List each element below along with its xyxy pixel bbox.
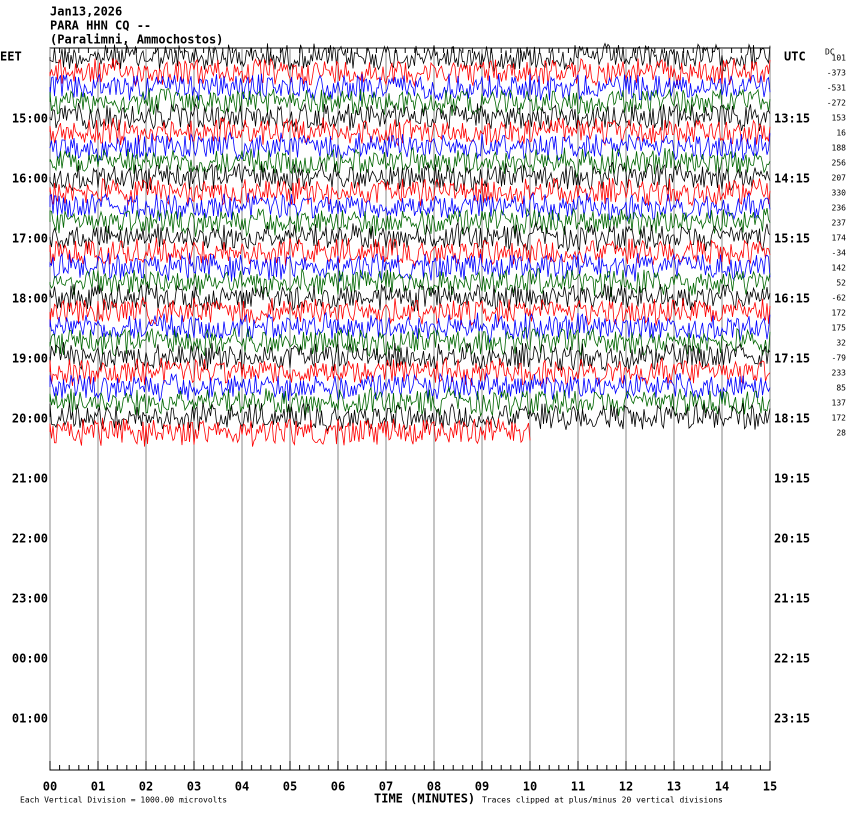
left-time-label: 17:00 [12,232,48,246]
x-tick-label: 08 [427,780,441,794]
left-time-label: 20:00 [12,412,48,426]
left-time-label: 00:00 [12,652,48,666]
x-tick-label: 04 [235,780,249,794]
right-time-label: 21:15 [774,592,810,606]
dc-value: 233 [832,369,847,378]
x-tick-label: 11 [571,780,585,794]
x-tick-label: 06 [331,780,345,794]
dc-value: 16 [836,129,846,138]
dc-title: DC [825,48,835,57]
seismic-trace [49,327,771,358]
x-tick-label: 13 [667,780,681,794]
left-time-label: 01:00 [12,712,48,726]
dc-value: 207 [832,174,847,183]
header-line: Jan13,2026 [50,5,122,19]
right-axis-title: UTC [784,50,806,64]
x-tick-label: 07 [379,780,393,794]
header-line: PARA HHN CQ -- [50,19,151,33]
dc-value: 256 [832,159,847,168]
x-tick-label: 02 [139,780,153,794]
right-time-label: 15:15 [774,232,810,246]
x-tick-label: 00 [43,780,57,794]
seismic-trace [49,296,771,326]
dc-value: -272 [827,99,846,108]
dc-value: 137 [832,399,847,408]
right-time-label: 14:15 [774,172,810,186]
left-time-label: 21:00 [12,472,48,486]
seismic-trace [49,311,771,344]
right-time-label: 23:15 [774,712,810,726]
seismic-trace [49,192,771,222]
seismic-trace [49,117,771,147]
dc-value: 236 [832,204,847,213]
x-tick-label: 01 [91,780,105,794]
right-time-label: 19:15 [774,472,810,486]
dc-value: 85 [836,384,846,393]
seismic-trace [49,372,771,403]
scale-note: Each Vertical Division = 1000.00 microvo… [20,796,227,805]
seismic-trace [49,417,531,447]
dc-value: -34 [832,249,847,258]
x-axis-title: TIME (MINUTES) [374,792,475,806]
x-tick-label: 09 [475,780,489,794]
right-time-label: 22:15 [774,652,810,666]
dc-value: -62 [832,294,847,303]
seismic-trace [49,146,771,179]
right-time-label: 17:15 [774,352,810,366]
seismic-trace [49,402,771,432]
seismic-trace [49,177,771,207]
dc-value: -79 [832,354,847,363]
x-tick-label: 10 [523,780,537,794]
right-time-label: 16:15 [774,292,810,306]
left-time-label: 19:00 [12,352,48,366]
seismic-trace [49,102,771,132]
clip-note: Traces clipped at plus/minus 20 vertical… [482,796,723,805]
seismic-trace [49,207,771,238]
left-time-label: 15:00 [12,112,48,126]
seismic-trace [49,73,771,102]
x-tick-label: 03 [187,780,201,794]
seismic-trace [49,283,771,312]
dc-value: 172 [832,414,847,423]
right-time-label: 13:15 [774,112,810,126]
left-axis-title: EET [0,50,22,64]
dc-value: 330 [832,189,847,198]
left-time-label: 23:00 [12,592,48,606]
dc-value: 142 [832,264,847,273]
seismic-trace [49,267,771,297]
dc-value: 32 [836,339,846,348]
seismic-trace [49,237,771,267]
seismic-trace [49,342,771,372]
dc-value: 101 [832,54,847,63]
dc-value: 174 [832,234,847,243]
header-line: (Paralimni, Ammochostos) [50,33,223,47]
dc-value: -373 [827,69,846,78]
seismic-trace [49,220,771,253]
seismic-trace [49,42,771,72]
x-tick-label: 15 [763,780,777,794]
dc-value: 175 [832,324,847,333]
dc-value: 153 [832,114,847,123]
left-time-label: 22:00 [12,532,48,546]
x-tick-label: 12 [619,780,633,794]
right-time-label: 20:15 [774,532,810,546]
seismic-trace [49,131,771,163]
x-tick-label: 05 [283,780,297,794]
dc-value: 172 [832,309,847,318]
seismic-trace [49,385,771,418]
dc-value: 237 [832,219,847,228]
right-time-label: 18:15 [774,412,810,426]
dc-value: 52 [836,279,846,288]
dc-value: 28 [836,429,846,438]
dc-value: -531 [827,84,846,93]
x-tick-label: 14 [715,780,729,794]
seismic-trace [49,162,771,193]
dc-value: 188 [832,144,847,153]
seismic-trace [49,357,771,387]
left-time-label: 16:00 [12,172,48,186]
left-time-label: 18:00 [12,292,48,306]
